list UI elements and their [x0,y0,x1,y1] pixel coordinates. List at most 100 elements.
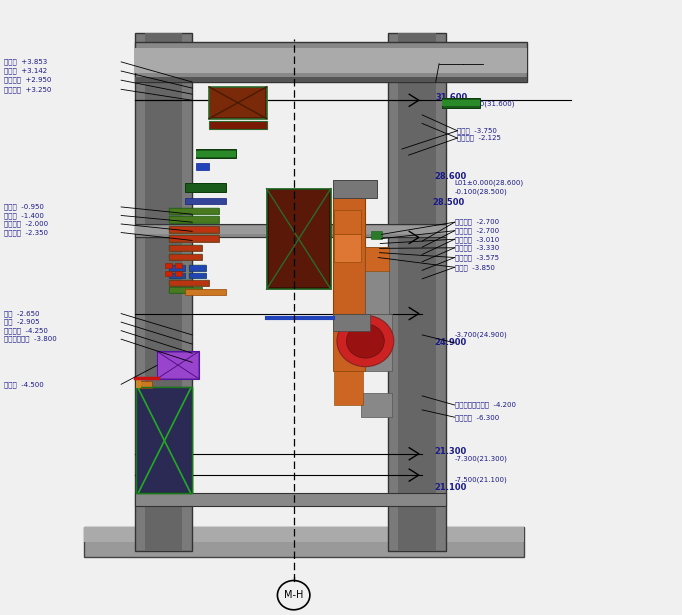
Bar [168,266,186,271]
Bar [168,280,209,285]
Text: 31.600: 31.600 [436,93,468,102]
Bar [196,163,209,170]
Text: -0.100(28.500): -0.100(28.500) [455,188,507,195]
Bar [134,49,527,73]
Bar [168,235,219,242]
Bar [189,266,206,271]
Bar [186,183,226,192]
Bar [168,207,219,214]
Bar [145,33,182,551]
Bar [134,493,446,506]
Text: M-H: M-H [284,590,303,600]
Bar [366,247,389,271]
Bar [168,287,203,293]
Text: 弱电桥架  +3.250: 弱电桥架 +3.250 [4,86,52,93]
Text: 消火栓给水管  -3.800: 消火栓给水管 -3.800 [4,336,57,343]
Bar [168,245,203,252]
Bar [168,235,219,242]
Bar [168,287,203,293]
Bar [372,231,382,239]
Bar [168,273,186,278]
Bar [443,100,479,106]
Bar [168,207,219,214]
Bar [168,216,219,223]
Circle shape [346,324,384,358]
Bar [168,280,209,285]
Text: -7.500(21.100): -7.500(21.100) [455,476,507,483]
Bar [196,151,236,157]
Bar [84,527,524,557]
Text: 送风管  -3.850: 送风管 -3.850 [455,264,494,271]
Text: 强电桥架  -2.700: 强电桥架 -2.700 [455,228,499,234]
Text: 28.600: 28.600 [434,172,466,181]
Text: 送风管  -3.750: 送风管 -3.750 [458,127,497,134]
Text: 28.500: 28.500 [432,197,464,207]
Text: 弱电桥架  -3.330: 弱电桥架 -3.330 [455,245,499,251]
Text: 弱电桥架  -3.010: 弱电桥架 -3.010 [455,236,499,242]
Bar [269,191,329,287]
Bar [137,388,191,492]
Text: 送风管  -0.950: 送风管 -0.950 [4,204,44,210]
Bar [333,180,377,198]
Bar [189,266,206,271]
Bar [136,379,141,388]
Bar [398,33,436,551]
Bar [175,263,182,268]
Text: 自动喷淋  +2.950: 自动喷淋 +2.950 [4,77,52,84]
Text: -7.300(21.300): -7.300(21.300) [455,455,507,462]
Bar [165,263,172,268]
Bar [168,226,219,233]
Bar [443,98,479,108]
Text: yao-榀  +3.950: yao-榀 +3.950 [464,60,514,67]
Bar [209,87,267,119]
Bar [136,387,192,493]
Text: 强电桥架  -2.000: 强电桥架 -2.000 [4,221,48,228]
Text: 21.100: 21.100 [434,483,466,492]
Bar [211,88,265,117]
Bar [186,288,226,295]
Bar [196,149,236,158]
Bar [168,216,219,223]
Bar [186,198,226,204]
Bar [333,314,370,331]
Bar [134,226,446,234]
Bar [134,33,192,551]
Bar [334,371,363,405]
Text: 3.000(31.600): 3.000(31.600) [464,100,515,106]
Text: 21.300: 21.300 [434,448,466,456]
Bar [333,195,366,314]
Bar [334,234,361,262]
Bar [334,210,361,234]
Text: -3.700(24.900): -3.700(24.900) [455,331,507,338]
Text: L01±0.000(28.600): L01±0.000(28.600) [455,180,524,186]
Bar [175,271,182,276]
Bar [189,273,206,278]
Text: 排烟风管  -2.125: 排烟风管 -2.125 [458,135,501,141]
Bar [136,387,192,493]
Text: 送风管  -1.400: 送风管 -1.400 [4,212,44,219]
Bar [165,271,172,276]
Text: 空调冷热水回水管  -4.200: 空调冷热水回水管 -4.200 [455,402,516,408]
Text: 排烟风管  -3.575: 排烟风管 -3.575 [455,254,499,261]
Text: 送风管  +3.142: 送风管 +3.142 [4,68,47,74]
Bar [138,381,151,388]
Bar [168,226,219,233]
Bar [134,42,527,82]
Bar [134,224,446,237]
Bar [168,273,186,278]
Bar [267,189,331,289]
Text: 排烟风管  -6.300: 排烟风管 -6.300 [455,414,499,421]
Text: 送风管  +3.853: 送风管 +3.853 [4,58,47,65]
Bar [168,254,203,260]
Bar [134,77,527,82]
Bar [158,352,198,378]
Bar [333,314,366,371]
Bar [168,254,203,260]
Bar [168,245,203,252]
Bar [157,351,199,379]
Text: 加压送风  -4.250: 加压送风 -4.250 [4,327,48,334]
Text: 弱电桥架  -2.700: 弱电桥架 -2.700 [455,219,499,226]
Text: 24.900: 24.900 [434,338,466,347]
Bar [189,273,206,278]
Bar [168,266,186,271]
